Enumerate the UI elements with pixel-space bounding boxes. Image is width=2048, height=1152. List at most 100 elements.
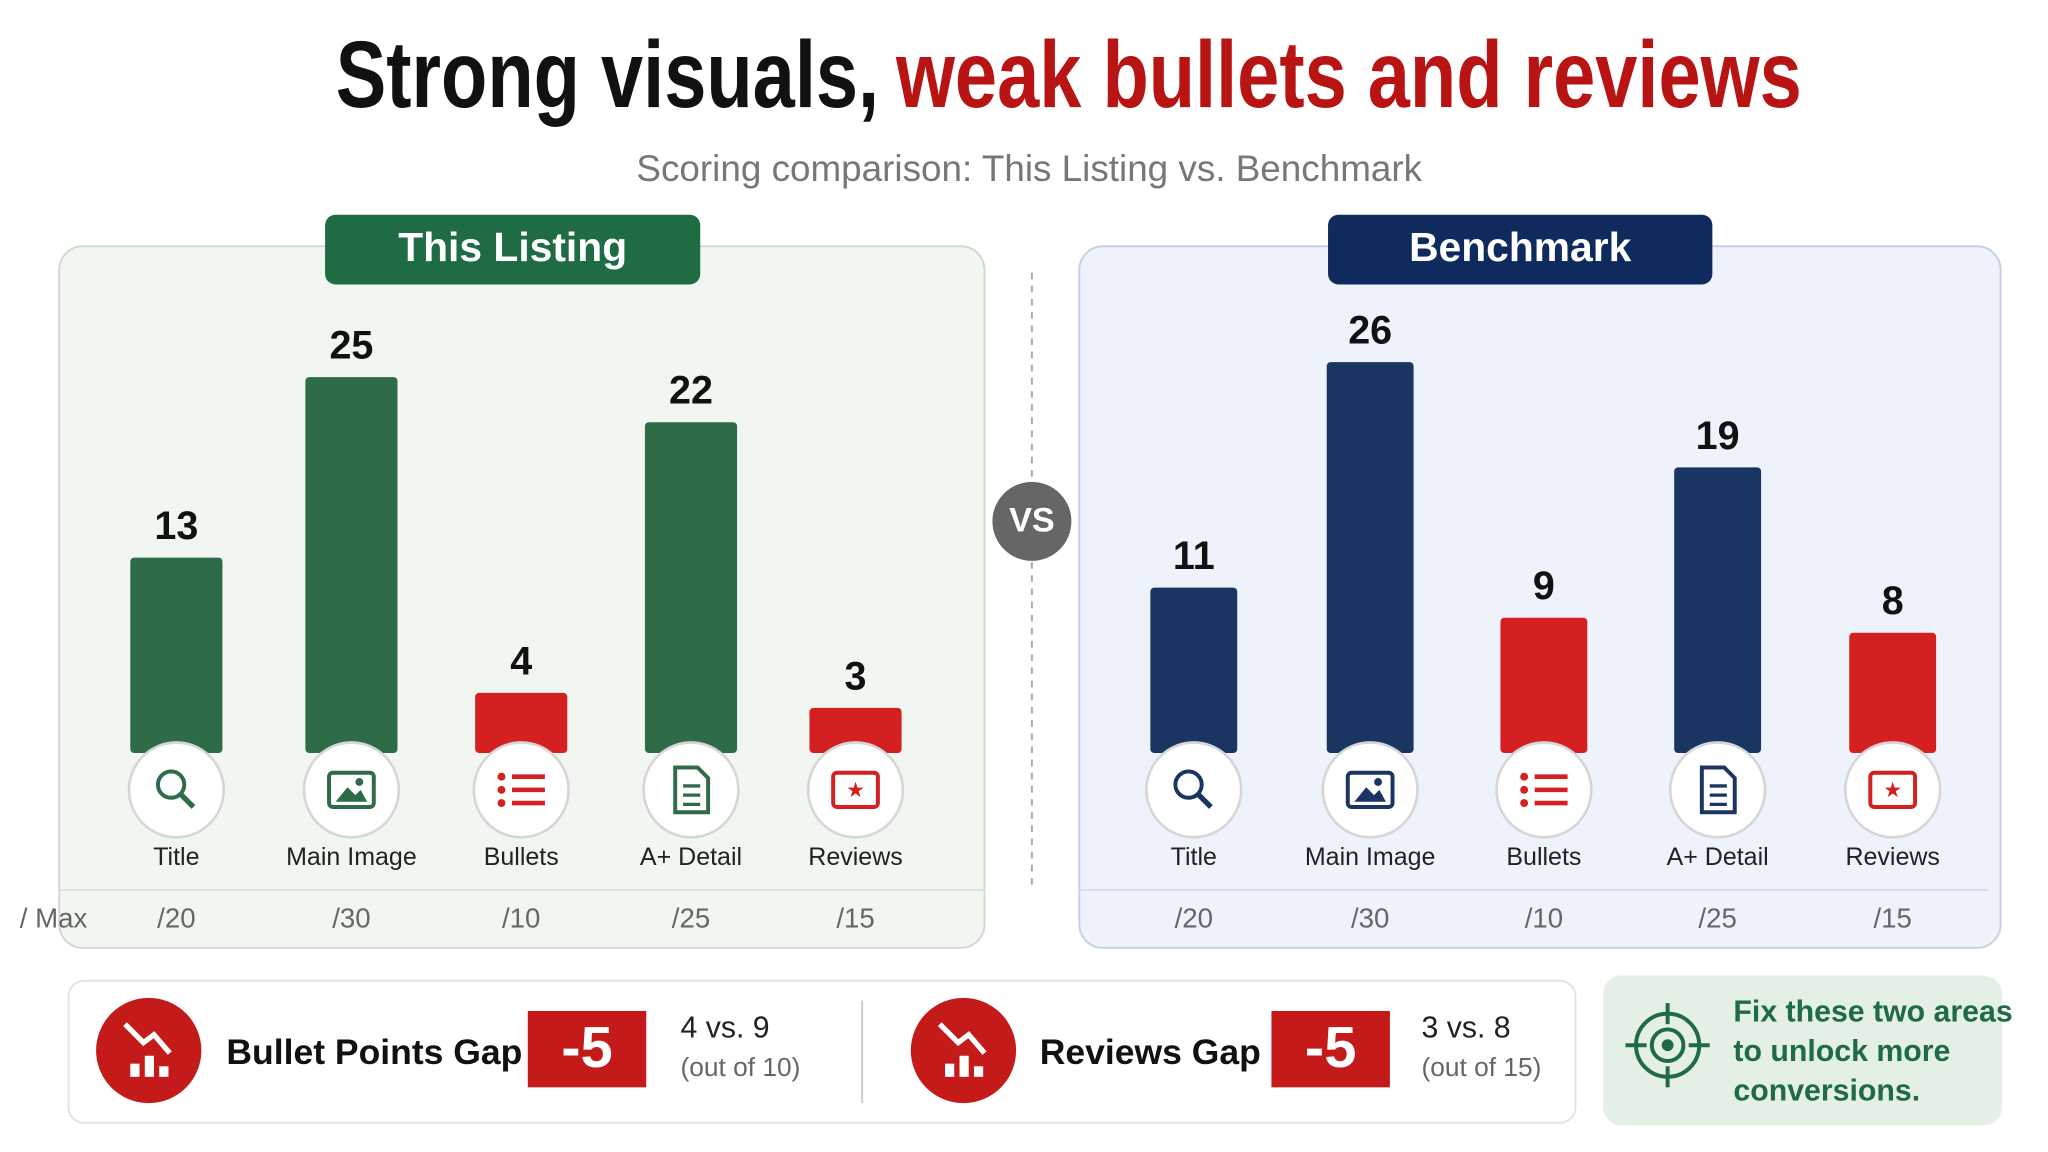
bar <box>305 377 398 754</box>
max-label: /25 <box>672 902 710 933</box>
icon-shape <box>1520 799 1529 807</box>
icon-shape <box>1173 769 1204 800</box>
max-label: /25 <box>1698 902 1736 933</box>
panel-header <box>325 214 701 285</box>
max-label: /15 <box>1873 902 1911 933</box>
title-main: Strong visuals, <box>336 22 879 128</box>
gap-icon <box>910 997 1017 1104</box>
value-label: 25 <box>329 324 373 368</box>
gap-scope: (out of 10) <box>680 1052 800 1082</box>
category-icon-bg <box>1321 741 1419 839</box>
category-label: Title <box>1171 843 1217 871</box>
category-icon-bg <box>302 741 401 839</box>
category-icon <box>497 772 545 807</box>
gap-item: Bullet Points Gap -5 4 vs. 9 (out of 10) <box>96 997 800 1104</box>
category-icon <box>673 765 711 815</box>
gap-icon-arrow <box>937 1022 987 1055</box>
max-label: /20 <box>1175 902 1213 933</box>
gap-icon-bar <box>959 1055 969 1077</box>
category-icon-bg <box>1145 741 1243 839</box>
bar-chart: Benchmark 11 Title/20 26 Main Image/30 9 Bulle… <box>1145 214 1942 933</box>
icon-shape: ★ <box>846 779 865 802</box>
icon-shape <box>1374 778 1383 786</box>
gap-delta: -5 <box>1305 1016 1357 1080</box>
icon-shape <box>1868 770 1918 809</box>
icon-shape <box>1354 787 1386 802</box>
vs-badge <box>992 481 1072 561</box>
category-label: Title <box>153 843 199 871</box>
category-icon-bg <box>1668 741 1767 839</box>
max-label: /20 <box>157 902 195 933</box>
icon-shape <box>673 765 711 815</box>
bar <box>1674 467 1762 754</box>
gap-delta-box <box>527 1011 647 1088</box>
category-icon <box>155 769 196 809</box>
max-label: /15 <box>836 902 874 933</box>
icon-shape <box>155 769 187 800</box>
max-row-label: / Max <box>20 902 88 933</box>
panel-title: Benchmark <box>1409 224 1632 270</box>
gap-item: Reviews Gap -5 3 vs. 8 (out of 15) <box>910 997 1541 1104</box>
category-label: Reviews <box>1845 843 1939 871</box>
gap-title: Reviews Gap <box>1040 1032 1261 1072</box>
category-icon-bg <box>127 741 226 839</box>
bar <box>644 422 738 754</box>
callout-line: to unlock more <box>1733 1035 1950 1068</box>
gap-title: Bullet Points Gap <box>226 1032 522 1072</box>
gap-icon-arrow <box>123 1022 172 1055</box>
bar <box>1150 587 1238 754</box>
icon-shape: ★ <box>1883 779 1902 802</box>
value-label: 9 <box>1533 564 1555 608</box>
value-label: 8 <box>1882 579 1904 623</box>
bar <box>1849 632 1937 754</box>
target-icon <box>1625 1003 1710 1088</box>
bar <box>1500 617 1588 754</box>
gap-delta: -5 <box>561 1016 613 1080</box>
max-label: /10 <box>502 902 540 933</box>
gap-icon <box>96 997 202 1104</box>
gap-icon-bar <box>144 1055 154 1077</box>
title: Strong visuals, weak bullets and reviews <box>336 22 1802 128</box>
value-label: 3 <box>845 654 867 698</box>
category-label: Bullets <box>484 843 559 871</box>
gap-icon-bar <box>159 1066 169 1077</box>
gap-card <box>67 979 1577 1124</box>
category-label: Reviews <box>808 843 902 871</box>
max-label: /30 <box>332 902 370 933</box>
category-label: A+ Detail <box>1667 843 1769 871</box>
callout-line: conversions. <box>1733 1075 1920 1108</box>
icon-shape <box>355 778 364 786</box>
category-icon <box>1699 765 1737 815</box>
category-icon-bg <box>642 741 740 839</box>
gap-comparison: 3 vs. 8 <box>1421 1011 1510 1044</box>
value-label: 22 <box>669 369 713 413</box>
category-icon <box>1345 770 1395 809</box>
category-icon <box>327 770 376 809</box>
icon-shape <box>178 791 196 809</box>
icon-shape <box>497 785 506 794</box>
icon-shape <box>1520 772 1529 781</box>
max-label: /30 <box>1351 902 1389 933</box>
gap-icon-bar <box>130 1063 140 1077</box>
icon-shape <box>497 799 506 807</box>
gap-delta-box <box>1271 1011 1390 1088</box>
category-icon <box>1173 769 1213 809</box>
callout-box <box>1603 975 2002 1126</box>
panel-header <box>1328 214 1713 285</box>
gap-icon-bar <box>945 1063 955 1077</box>
callout-line: Fix these two areas <box>1733 996 2012 1029</box>
bar <box>475 692 568 754</box>
max-label: /10 <box>1525 902 1563 933</box>
icon-shape <box>497 772 506 781</box>
value-label: 26 <box>1348 309 1392 353</box>
icon-shape <box>1345 770 1395 809</box>
bar <box>130 557 223 754</box>
category-icon: ★ <box>831 770 880 809</box>
gap-icon-bar <box>973 1066 984 1077</box>
category-icon-bg <box>806 741 905 839</box>
icon-shape <box>1520 785 1529 794</box>
value-label: 4 <box>510 639 532 683</box>
bar-chart: This Listing 13 Title/20 25 Main Image/30 4 Bu… <box>127 214 905 933</box>
